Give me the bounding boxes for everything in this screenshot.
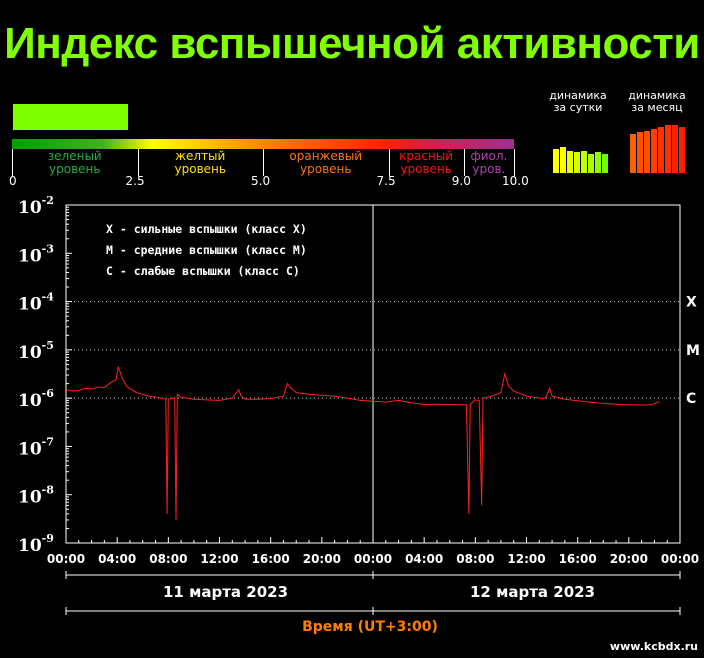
y-tick-label: 10-5 — [18, 339, 54, 363]
dynamics-bar — [637, 132, 643, 173]
time-axis-label: Время (UT+3:00) — [302, 619, 438, 635]
dynamics-bar — [560, 147, 566, 173]
scale-tick-label: 9.0 — [451, 174, 471, 188]
date-label-day2: 12 марта 2023 — [470, 583, 596, 601]
date-label-day1: 11 марта 2023 — [163, 583, 289, 601]
dynamics-bar — [665, 125, 671, 173]
dynamics-bar — [567, 151, 573, 173]
scale-level-label: оранжевый уровень — [289, 149, 363, 176]
x-tick-label: 12:00 — [200, 552, 238, 566]
x-tick-label: 04:00 — [98, 552, 136, 566]
scale-tick — [12, 149, 13, 176]
scale-level-label: зеленый уровень — [47, 149, 102, 176]
dynamics-bar — [574, 152, 580, 173]
x-tick-label: 00:00 — [661, 552, 699, 566]
scale-tick — [263, 149, 264, 176]
scale-level-label: фиол. уров. — [470, 149, 508, 176]
dynamics-bar — [630, 134, 636, 173]
dynamics-bar — [602, 154, 608, 173]
x-tick-label: 20:00 — [303, 552, 341, 566]
scale-tick — [463, 149, 465, 176]
scale-tick — [137, 149, 139, 176]
site-url: www.kcbdx.ru — [609, 640, 698, 653]
class-label: C — [686, 391, 696, 407]
x-tick-label: 20:00 — [610, 552, 648, 566]
scale-tick — [388, 149, 390, 176]
activity-scale-bar — [12, 139, 514, 149]
monthly-dynamics-label: динамика за месяц — [628, 89, 686, 114]
xray-flux-curve — [65, 366, 660, 521]
scale-tick-label: 2.5 — [125, 174, 145, 188]
legend-item: C - слабые вспышки (класс C) — [106, 264, 300, 278]
class-label: M — [686, 343, 700, 359]
x-tick-label: 16:00 — [559, 552, 597, 566]
y-tick-label: 10-4 — [18, 291, 54, 315]
x-tick-label: 12:00 — [507, 552, 545, 566]
activity-index-indicator — [13, 104, 128, 130]
scale-tick — [514, 149, 515, 176]
scale-level-label: красный уровень — [399, 149, 454, 176]
x-tick-label: 04:00 — [405, 552, 443, 566]
scale-tick-label: 7.5 — [376, 174, 396, 188]
y-tick-label: 10-9 — [18, 532, 54, 556]
x-tick-label: 16:00 — [252, 552, 290, 566]
x-tick-label: 00:00 — [47, 552, 85, 566]
dynamics-bar — [581, 151, 587, 173]
daily-dynamics-label: динамика за сутки — [549, 89, 607, 114]
dynamics-bar — [644, 131, 650, 173]
dynamics-bar — [651, 129, 657, 173]
y-tick-label: 10-6 — [18, 387, 54, 411]
dynamics-bar — [672, 125, 678, 173]
class-label: X — [686, 295, 697, 311]
legend-item: X - сильные вспышки (класс X) — [106, 222, 307, 236]
scale-tick-label: 0 — [9, 174, 17, 188]
x-tick-label: 00:00 — [354, 552, 392, 566]
y-tick-label: 10-2 — [18, 194, 54, 218]
scale-tick-label: 10.0 — [502, 174, 529, 188]
scale-level-label: желтый уровень — [174, 149, 226, 176]
dynamics-bar — [553, 149, 559, 173]
page-title: Индекс вспышечной активности — [4, 19, 700, 68]
y-tick-label: 10-3 — [18, 242, 54, 266]
scale-tick-label: 5.0 — [251, 174, 271, 188]
y-tick-label: 10-7 — [18, 435, 54, 459]
dynamics-bar — [679, 127, 685, 173]
legend-item: M - средние вспышки (класс M) — [106, 243, 307, 257]
dynamics-bar — [588, 154, 594, 173]
y-tick-label: 10-8 — [18, 484, 54, 508]
x-tick-label: 08:00 — [456, 552, 494, 566]
dynamics-bar — [595, 152, 601, 173]
x-tick-label: 08:00 — [149, 552, 187, 566]
dynamics-bar — [658, 127, 664, 173]
